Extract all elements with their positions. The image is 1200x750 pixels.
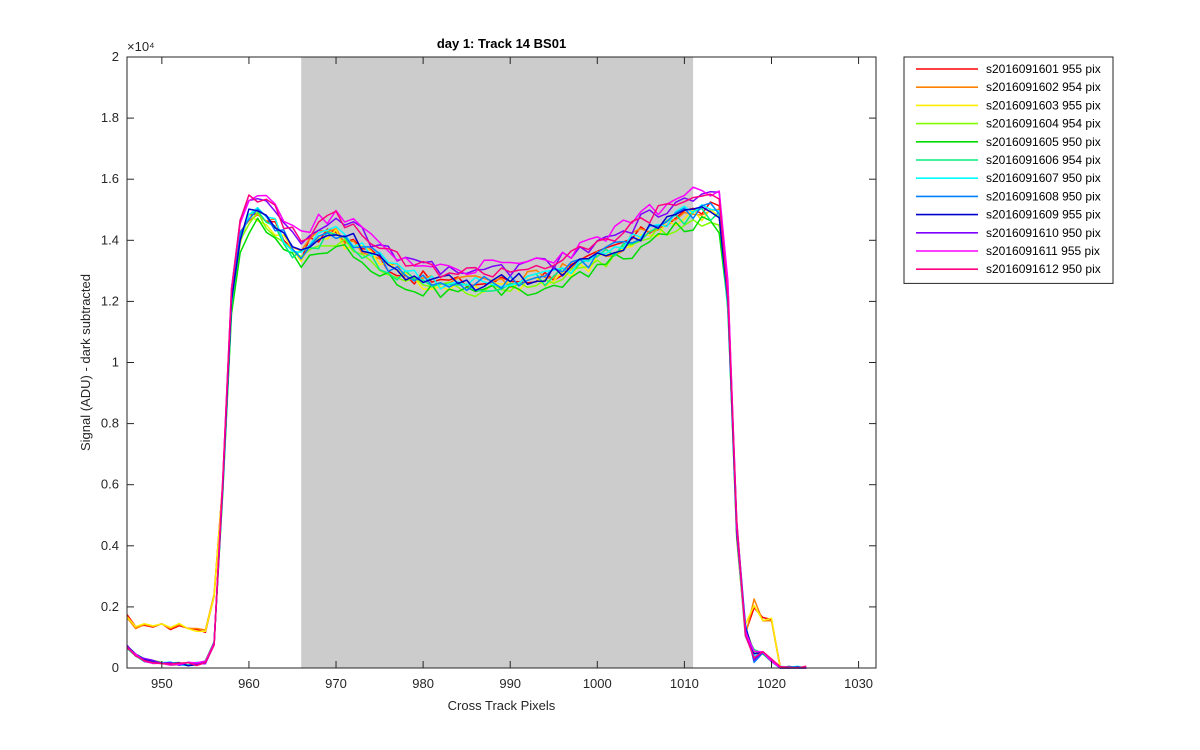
y-tick-label: 0.6 <box>101 477 119 492</box>
y-tick-label: 1.4 <box>101 232 119 247</box>
legend-item: s2016091603 955 pix <box>986 98 1101 112</box>
y-axis-label: Signal (ADU) - dark subtracted <box>78 274 93 451</box>
series-lines <box>126 186 807 669</box>
legend-item: s2016091608 950 pix <box>986 189 1101 203</box>
y-tick-label: 1 <box>112 355 119 370</box>
legend-item: s2016091607 950 pix <box>986 171 1101 185</box>
y-tick-label: 2 <box>112 49 119 64</box>
x-tick-label: 960 <box>238 676 260 691</box>
series-line <box>126 215 807 669</box>
legend: s2016091601 955 pix s2016091602 954 pix s2… <box>903 56 1114 284</box>
legend-item: s2016091602 954 pix <box>986 80 1101 94</box>
series-line <box>126 202 807 669</box>
legend-item: s2016091610 950 pix <box>986 226 1101 240</box>
y-tick-label: 0.4 <box>101 538 119 553</box>
legend-item: s2016091604 954 pix <box>986 117 1101 131</box>
x-tick-label: 950 <box>151 676 173 691</box>
axis-ticks: 950 960 970 980 990 1000 1010 1020 1030 0 0.2 0.4 0.… <box>101 49 876 691</box>
y-tick-label: 0 <box>112 660 119 675</box>
y-tick-label: 1.8 <box>101 110 119 125</box>
x-tick-label: 1020 <box>757 676 786 691</box>
shaded-region <box>301 57 694 668</box>
x-tick-label: 980 <box>412 676 434 691</box>
x-tick-label: 1010 <box>670 676 699 691</box>
x-tick-label: 1000 <box>583 676 612 691</box>
x-tick-label: 970 <box>325 676 347 691</box>
y-exponent-label: ×10⁴ <box>127 39 155 54</box>
y-tick-label: 0.2 <box>101 599 119 614</box>
legend-item: s2016091606 954 pix <box>986 153 1101 167</box>
x-axis-label: Cross Track Pixels <box>448 698 556 713</box>
legend-item: s2016091612 950 pix <box>986 262 1101 276</box>
y-tick-label: 1.2 <box>101 293 119 308</box>
chart-title: day 1: Track 14 BS01 <box>437 36 566 51</box>
legend-item: s2016091609 955 pix <box>986 208 1101 222</box>
legend-item: s2016091601 955 pix <box>986 62 1101 76</box>
series-line <box>126 206 807 669</box>
x-tick-label: 1030 <box>844 676 873 691</box>
series-line <box>126 193 807 669</box>
y-tick-label: 1.6 <box>101 171 119 186</box>
legend-item: s2016091605 950 pix <box>986 135 1101 149</box>
legend-item: s2016091611 955 pix <box>986 244 1100 258</box>
y-tick-label: 0.8 <box>101 416 119 431</box>
x-tick-label: 990 <box>499 676 521 691</box>
legend-box <box>903 56 1114 284</box>
